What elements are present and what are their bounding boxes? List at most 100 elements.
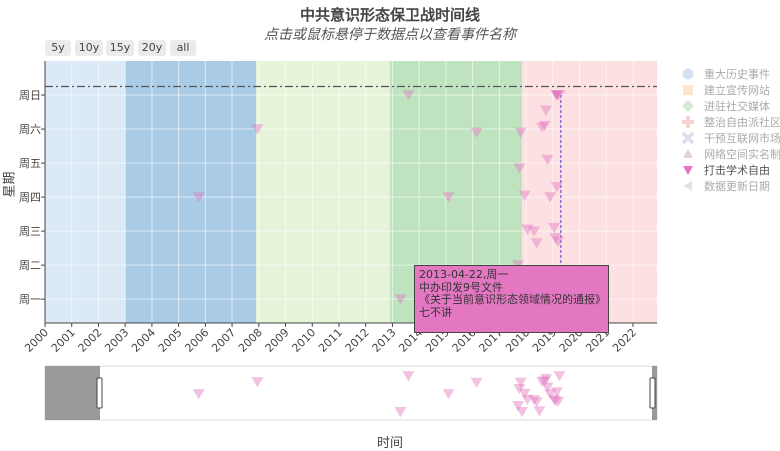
y-tick-label-3: 周四 (19, 191, 41, 204)
range-button-10y[interactable]: 10y (75, 40, 103, 56)
y-tick-label-5: 周六 (19, 123, 41, 136)
y-tick-label-2: 周三 (19, 225, 41, 238)
range-slider-point-0-8 (514, 377, 527, 388)
triangle-down-icon (683, 166, 693, 175)
legend-label-1: 建立宣传网站 (704, 84, 770, 97)
range-slider-mask-left (45, 366, 100, 420)
range-slider-point-0-5 (470, 377, 483, 388)
x-tick-label-2000: 2000 (22, 326, 51, 355)
circle-icon (682, 68, 694, 80)
data-point-0-13[interactable] (530, 238, 543, 249)
legend-label-5: 网络空间实名制 (704, 148, 780, 161)
range-slider-point-0-11 (521, 394, 534, 405)
data-point-0-15[interactable] (536, 122, 549, 133)
range-slider-point-0-24 (553, 371, 566, 382)
tooltip-line-date: 2013-04-22,周一 (419, 268, 509, 281)
triangle-up-icon (683, 149, 693, 158)
data-point-0-17[interactable] (540, 105, 553, 116)
data-point-0-3[interactable] (402, 90, 415, 101)
x-icon (681, 131, 695, 145)
range-slider-point-0-16 (538, 376, 551, 387)
range-slider-point-0-6 (512, 401, 525, 412)
range-button-20y[interactable]: 20y (138, 40, 166, 56)
data-point-0-12[interactable] (528, 226, 541, 237)
data-point-0-7[interactable] (513, 163, 526, 174)
data-point-0-23[interactable] (552, 236, 565, 247)
data-point-0-10[interactable] (518, 190, 531, 201)
range-slider-point-0-18 (541, 382, 554, 393)
x-tick-label-2006: 2006 (182, 326, 211, 355)
range-slider-track[interactable] (44, 365, 658, 421)
tooltip-line-document: 《关于当前意识形态领域情况的通报》 (419, 293, 606, 306)
data-point-0-16[interactable] (538, 120, 551, 132)
period-band-2 (256, 61, 390, 323)
x-tick-label-2004: 2004 (129, 326, 158, 355)
chart-subtitle: 点击或鼠标悬停于数据点以查看事件名称 (264, 27, 516, 43)
x-tick-label-2012: 2012 (343, 326, 372, 355)
data-point-0-1[interactable] (251, 124, 264, 135)
x-tick-label-2013: 2013 (370, 326, 399, 355)
range-slider-point-0-22 (550, 387, 563, 398)
tooltip-line-note: 七不讲 (419, 305, 452, 319)
legend-item-6[interactable]: 打击学术自由 (680, 163, 770, 177)
range-slider-point-0-12 (528, 395, 541, 406)
data-point-0-19[interactable] (544, 192, 557, 203)
data-point-0-20[interactable] (548, 222, 561, 234)
cross-icon (682, 116, 694, 128)
legend-item-1[interactable]: 建立宣传网站 (680, 83, 770, 97)
legend-item-4[interactable]: 干预互联网市场 (680, 131, 780, 145)
data-point-0-0[interactable] (192, 192, 205, 203)
data-point-0-4[interactable] (442, 192, 455, 203)
range-slider-point-0-23 (552, 396, 565, 408)
range-button-5y[interactable]: 5y (45, 40, 71, 56)
data-point-hovered[interactable] (550, 90, 563, 101)
x-tick-label-2007: 2007 (209, 326, 238, 355)
data-point-0-2[interactable] (394, 294, 407, 305)
range-slider-point-0-20 (548, 394, 561, 405)
x-tick-label-2005: 2005 (156, 326, 185, 355)
range-slider-handle-right[interactable] (649, 377, 656, 409)
legend-item-0[interactable]: 重大历史事件 (680, 67, 770, 81)
range-slider-point-0-9 (516, 407, 529, 418)
range-slider-point-0-3 (402, 371, 415, 382)
range-slider-point-0-14 (533, 406, 546, 417)
period-band-0 (45, 61, 126, 323)
legend-item-5[interactable]: 网络空间实名制 (680, 147, 780, 161)
range-slider-point-0-7 (513, 384, 526, 395)
data-point-0-22[interactable] (550, 182, 563, 193)
y-tick-label-0: 周一 (19, 293, 41, 306)
range-slider-point-0-1 (251, 377, 264, 388)
data-point-0-5[interactable] (470, 127, 483, 138)
y-tick-label-4: 周五 (19, 157, 41, 170)
x-tick-label-2002: 2002 (76, 326, 105, 355)
triangle-left-icon (683, 181, 692, 191)
x-tick-label-2008: 2008 (236, 326, 265, 355)
y-axis-label: 星期 (2, 171, 18, 198)
data-point-0-11[interactable] (521, 224, 534, 235)
legend-label-3: 整治自由派社区 (704, 116, 780, 129)
data-point-0-8[interactable] (514, 127, 527, 138)
hover-tooltip: 2013-04-22,周一 中办印发9号文件 《关于当前意识形态领域情况的通报》… (414, 265, 609, 333)
legend-label-2: 进驻社交媒体 (704, 100, 770, 113)
x-tick-label-2001: 2001 (49, 326, 78, 355)
range-button-15y[interactable]: 15y (106, 40, 134, 56)
data-point-0-18[interactable] (541, 154, 554, 166)
diamond-icon (682, 100, 694, 112)
range-slider-point-0-2 (394, 407, 407, 418)
legend-label-7: 数据更新日期 (704, 180, 770, 193)
range-slider-point-0-10 (518, 388, 531, 399)
range-slider-point-0-4 (442, 389, 455, 400)
x-tick-label-2010: 2010 (289, 326, 318, 355)
range-slider-point-0-19 (544, 389, 557, 400)
range-slider-handle-left[interactable] (96, 377, 103, 409)
legend-label-6: 打击学术自由 (704, 164, 770, 177)
square-icon (683, 85, 693, 95)
y-tick-label-6: 周日 (19, 89, 41, 102)
legend-item-7[interactable]: 数据更新日期 (680, 179, 770, 193)
data-point-0-21[interactable] (549, 233, 562, 244)
legend-item-3[interactable]: 整治自由派社区 (680, 115, 780, 129)
range-button-all[interactable]: all (170, 40, 196, 56)
legend-item-2[interactable]: 进驻社交媒体 (680, 99, 770, 113)
